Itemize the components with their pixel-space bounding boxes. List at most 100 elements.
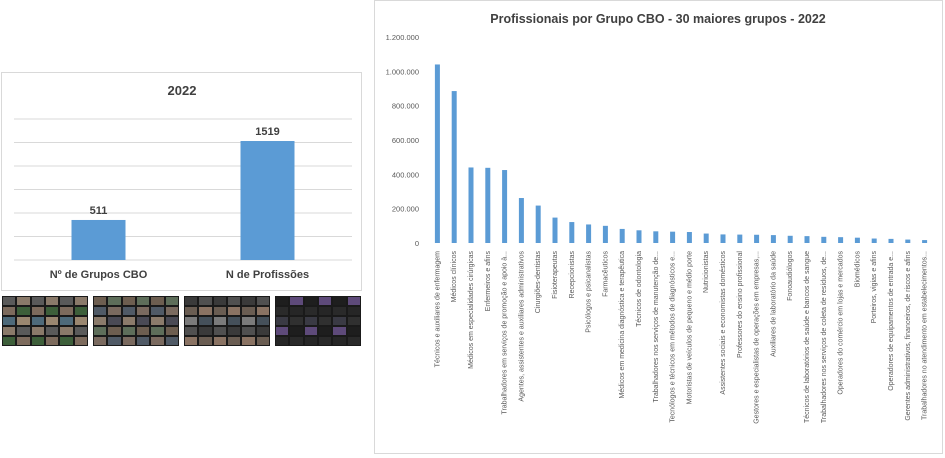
y-tick-label: 0 (415, 239, 419, 248)
video-tile (2, 336, 17, 346)
bar (871, 238, 877, 243)
video-tile (318, 296, 333, 306)
category-label: Gerentes administrativos, financeiros, d… (905, 251, 912, 421)
video-tile (107, 306, 122, 316)
bar (838, 237, 844, 243)
category-label: Assistentes sociais e economistas domést… (720, 251, 727, 395)
video-tile (73, 306, 88, 316)
video-tile (318, 326, 333, 336)
video-tile (136, 306, 151, 316)
bar (485, 167, 491, 243)
video-tile (73, 336, 88, 346)
video-tile (30, 296, 45, 306)
video-tile (184, 326, 199, 336)
summary-chart: 2022 511 Nº de Grupos CBO 1519 N de Profissõ… (14, 83, 352, 281)
video-tile (198, 326, 213, 336)
video-tile (73, 316, 88, 326)
video-tile (318, 306, 333, 316)
video-tile (2, 326, 17, 336)
video-tile (73, 296, 88, 306)
video-tile (164, 336, 179, 346)
category-label: Trabalhadores nos serviços de manutenção… (653, 251, 660, 403)
video-tile (2, 316, 17, 326)
video-tile (241, 306, 256, 316)
video-tile (107, 296, 122, 306)
bar (686, 232, 692, 243)
video-tile (303, 326, 318, 336)
video-tile (16, 296, 31, 306)
y-tick-label: 400.000 (392, 170, 419, 179)
category-label: Trabalhadores nos serviços de coleta de … (821, 251, 828, 423)
video-tile (275, 296, 290, 306)
video-tile (275, 306, 290, 316)
video-tile (136, 316, 151, 326)
video-tile (332, 326, 347, 336)
y-tick-label: 800.000 (392, 102, 419, 111)
video-tile (184, 336, 199, 346)
video-tile (184, 306, 199, 316)
category-label: Recepcionistas (569, 251, 576, 299)
video-tile (303, 306, 318, 316)
video-tile (121, 306, 136, 316)
video-tile (255, 316, 270, 326)
video-tile (318, 316, 333, 326)
video-tile (30, 336, 45, 346)
video-tile (346, 306, 361, 316)
category-label: Técnicos e auxiliares de enfermagem (434, 251, 441, 368)
bar (888, 238, 894, 243)
video-tile (150, 336, 165, 346)
bar (619, 228, 625, 243)
category-label: Técnicos de laboratórios de saúde e banc… (804, 251, 811, 423)
video-tile (30, 306, 45, 316)
data-label: 511 (90, 205, 108, 217)
bar (922, 240, 928, 243)
category-label: Médicos em especialidades cirúrgicas (468, 251, 475, 369)
video-tile (275, 326, 290, 336)
video-tile (93, 296, 108, 306)
video-tile (184, 296, 199, 306)
bar (770, 235, 776, 243)
video-tile (2, 296, 17, 306)
category-label: Porteiros, vigias e afins (871, 251, 878, 324)
video-call-thumbnail (184, 296, 270, 346)
chart-title: 2022 (168, 83, 197, 98)
video-tile (16, 316, 31, 326)
video-tile (16, 326, 31, 336)
bar (71, 219, 126, 260)
video-tile (227, 336, 242, 346)
category-label: Motoristas de veículos de pequeno e médi… (686, 251, 693, 404)
video-tile (198, 306, 213, 316)
bar (240, 141, 295, 260)
bar (535, 205, 541, 243)
video-tile (164, 316, 179, 326)
video-tile (121, 296, 136, 306)
video-tile (45, 296, 60, 306)
video-tile (255, 306, 270, 316)
category-label: Auxiliares de laboratório da saúde (770, 251, 777, 357)
bar (518, 198, 524, 243)
video-tile (241, 336, 256, 346)
bar (586, 224, 592, 243)
video-tile (136, 326, 151, 336)
video-tile (212, 326, 227, 336)
category-label: Trabalhadores no atendimento em estabele… (922, 251, 929, 420)
video-tile (164, 306, 179, 316)
video-tile (346, 296, 361, 306)
category-label: Farmacêuticos (602, 251, 609, 297)
video-tile (227, 306, 242, 316)
video-tile (45, 326, 60, 336)
bar (636, 230, 642, 243)
video-tile (289, 306, 304, 316)
category-label: Médicos em medicina diagnóstica e terapê… (619, 251, 626, 399)
video-tile (332, 316, 347, 326)
bar (821, 236, 827, 243)
video-tile (303, 296, 318, 306)
video-tile (45, 316, 60, 326)
chart-title: Profissionais por Grupo CBO - 30 maiores… (490, 12, 826, 26)
video-tile (93, 336, 108, 346)
video-tile (150, 316, 165, 326)
video-tile (303, 336, 318, 346)
video-tile (45, 336, 60, 346)
category-label: Médicos clínicos (451, 251, 458, 303)
video-tile (2, 306, 17, 316)
